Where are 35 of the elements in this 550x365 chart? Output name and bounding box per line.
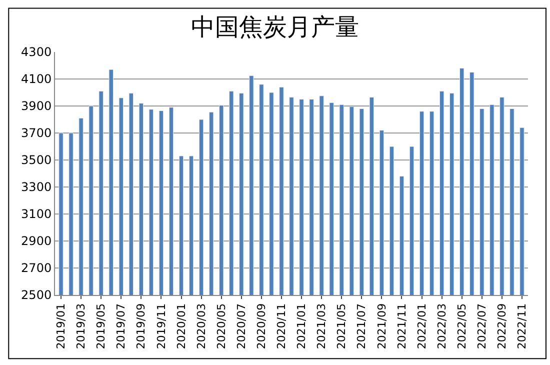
y-tick-label: 3500: [21, 153, 52, 168]
x-tick-label: 2022/03: [435, 303, 448, 350]
y-tick-label: 3300: [21, 180, 52, 194]
x-tick-label: 2019/07: [114, 303, 128, 350]
x-tick-label: 2020/01: [174, 303, 188, 350]
x-tick-label: 2022/05: [455, 303, 468, 350]
y-tick-label: 3100: [21, 207, 52, 222]
y-tick-label: 2900: [21, 234, 52, 248]
x-tick-label: 2021/09: [375, 303, 388, 350]
x-tick-label: 2021/01: [295, 303, 308, 350]
x-tick-label: 2020/07: [234, 303, 248, 350]
x-tick-label: 2021/05: [335, 303, 348, 350]
x-tick-label: 2021/03: [315, 303, 328, 350]
x-tick-label: 2022/01: [415, 303, 428, 350]
x-tick-label: 2021/11: [395, 303, 408, 350]
y-tick-label: 2500: [21, 288, 52, 302]
x-tick-label: 2022/09: [496, 303, 509, 350]
chart-title: 中国焦炭月产量: [191, 13, 359, 42]
x-tick-label: 2022/11: [516, 303, 529, 350]
x-tick-label: 2020/11: [275, 303, 288, 350]
y-tick-label: 3700: [21, 126, 52, 140]
x-tick-label: 2019/09: [134, 303, 148, 350]
x-tick-label: 2019/11: [154, 303, 168, 350]
x-tick-label: 2020/05: [214, 303, 228, 350]
x-tick-label: 2020/03: [194, 303, 208, 350]
y-tick-label: 4100: [21, 72, 52, 86]
x-tick-label: 2021/07: [355, 303, 368, 350]
y-tick-label: 4300: [21, 45, 52, 60]
x-tick-label: 2022/07: [475, 303, 488, 350]
x-tick-label: 2020/09: [255, 303, 268, 350]
y-tick-label: 2700: [21, 261, 52, 276]
x-tick-label: 2019/03: [74, 303, 88, 350]
y-tick-label: 3900: [21, 99, 52, 114]
x-tick-label: 2019/05: [94, 303, 108, 350]
x-tick-label: 2019/01: [54, 303, 68, 350]
